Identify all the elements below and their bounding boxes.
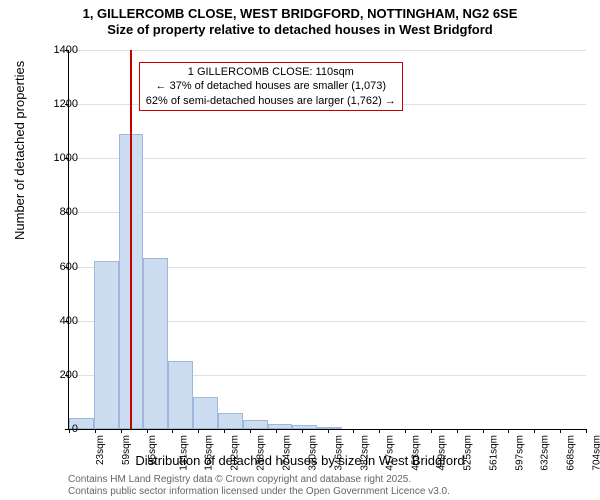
chart-title: 1, GILLERCOMB CLOSE, WEST BRIDGFORD, NOT…	[0, 0, 600, 39]
annotation-line: 1 GILLERCOMB CLOSE: 110sqm	[146, 65, 396, 79]
x-tick-label: 238sqm	[256, 435, 267, 471]
x-tick-mark	[121, 429, 122, 433]
x-tick-label: 453sqm	[411, 435, 422, 471]
plot-region: 1 GILLERCOMB CLOSE: 110sqm← 37% of detac…	[68, 50, 586, 430]
x-tick-mark	[405, 429, 406, 433]
x-axis-label: Distribution of detached houses by size …	[0, 453, 600, 468]
y-tick-label: 600	[38, 261, 78, 273]
x-tick-label: 668sqm	[566, 435, 577, 471]
x-tick-mark	[560, 429, 561, 433]
histogram-bar	[243, 420, 268, 429]
x-tick-mark	[534, 429, 535, 433]
grid-line	[69, 212, 586, 213]
x-tick-label: 274sqm	[282, 435, 293, 471]
x-tick-label: 59sqm	[121, 435, 132, 465]
y-tick-label: 400	[38, 315, 78, 327]
x-tick-mark	[328, 429, 329, 433]
x-tick-label: 525sqm	[462, 435, 473, 471]
y-tick-label: 800	[38, 206, 78, 218]
y-tick-label: 1000	[38, 152, 78, 164]
chart-container: 1, GILLERCOMB CLOSE, WEST BRIDGFORD, NOT…	[0, 0, 600, 500]
x-tick-mark	[172, 429, 173, 433]
x-tick-mark	[198, 429, 199, 433]
y-tick-label: 1200	[38, 98, 78, 110]
footer-line-2: Contains public sector information licen…	[68, 486, 450, 498]
y-tick-label: 200	[38, 369, 78, 381]
x-tick-mark	[586, 429, 587, 433]
attribution-footer: Contains HM Land Registry data © Crown c…	[68, 474, 450, 498]
x-tick-mark	[508, 429, 509, 433]
property-marker-line	[130, 50, 132, 429]
grid-line	[69, 158, 586, 159]
x-tick-mark	[483, 429, 484, 433]
annotation-line: 62% of semi-detached houses are larger (…	[146, 94, 396, 108]
x-tick-mark	[379, 429, 380, 433]
x-tick-label: 632sqm	[540, 435, 551, 471]
histogram-bar	[143, 258, 168, 429]
y-tick-label: 1400	[38, 44, 78, 56]
x-tick-label: 382sqm	[359, 435, 370, 471]
x-tick-mark	[457, 429, 458, 433]
histogram-bar	[268, 424, 293, 429]
x-tick-mark	[302, 429, 303, 433]
histogram-bar	[218, 413, 243, 429]
y-tick-label: 0	[38, 423, 78, 435]
x-tick-label: 704sqm	[592, 435, 600, 471]
x-tick-label: 597sqm	[514, 435, 525, 471]
x-tick-label: 489sqm	[437, 435, 448, 471]
x-tick-label: 131sqm	[178, 435, 189, 471]
x-tick-mark	[276, 429, 277, 433]
x-tick-label: 417sqm	[385, 435, 396, 471]
x-tick-label: 166sqm	[204, 435, 215, 471]
footer-line-1: Contains HM Land Registry data © Crown c…	[68, 474, 450, 486]
x-tick-mark	[95, 429, 96, 433]
x-tick-label: 23sqm	[95, 435, 106, 465]
histogram-bar	[168, 361, 193, 429]
x-tick-mark	[353, 429, 354, 433]
x-tick-mark	[147, 429, 148, 433]
x-tick-mark	[224, 429, 225, 433]
x-tick-label: 561sqm	[488, 435, 499, 471]
x-tick-mark	[431, 429, 432, 433]
histogram-bar	[317, 427, 342, 429]
y-axis-label: Number of detached properties	[12, 61, 27, 240]
chart-area: 1 GILLERCOMB CLOSE: 110sqm← 37% of detac…	[68, 50, 586, 430]
x-tick-mark	[250, 429, 251, 433]
x-tick-label: 310sqm	[307, 435, 318, 471]
histogram-bar	[94, 261, 119, 429]
annotation-line: ← 37% of detached houses are smaller (1,…	[146, 79, 396, 93]
histogram-bar	[292, 425, 317, 429]
title-line-1: 1, GILLERCOMB CLOSE, WEST BRIDGFORD, NOT…	[0, 6, 600, 22]
x-tick-label: 346sqm	[333, 435, 344, 471]
annotation-box: 1 GILLERCOMB CLOSE: 110sqm← 37% of detac…	[139, 62, 403, 111]
x-tick-label: 95sqm	[147, 435, 158, 465]
x-tick-label: 202sqm	[230, 435, 241, 471]
title-line-2: Size of property relative to detached ho…	[0, 22, 600, 38]
grid-line	[69, 50, 586, 51]
histogram-bar	[193, 397, 218, 429]
